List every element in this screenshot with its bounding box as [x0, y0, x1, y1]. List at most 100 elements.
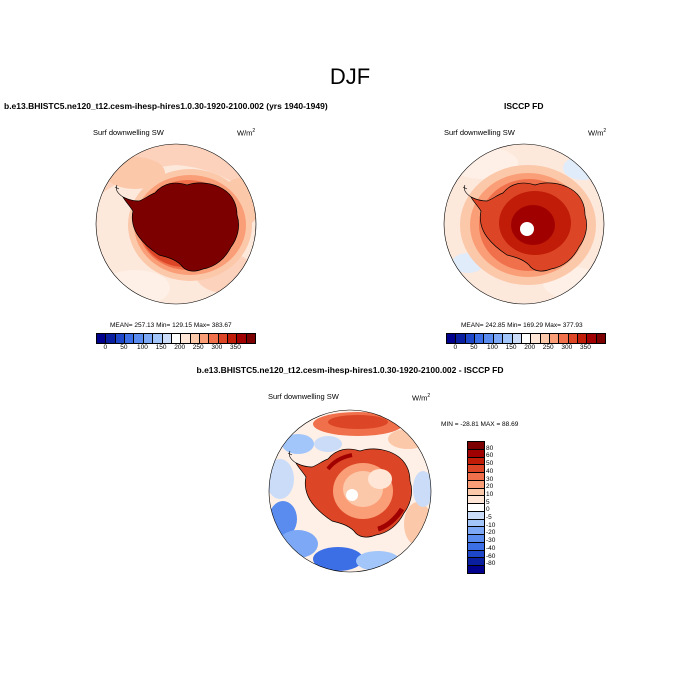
panel3-colorbar-tick-label: 5	[486, 498, 490, 506]
panel2-colorbar-swatch	[475, 334, 485, 343]
panel1-colorbar-tick-label: 0	[103, 344, 108, 351]
panel2-colorbar-tick-label: 250	[542, 344, 554, 351]
panel3-colorbar-tick-label: 60	[486, 452, 494, 460]
panel1-colorbar-tick-label: 100	[137, 344, 148, 351]
panel2-units-label: W/m2	[588, 128, 607, 138]
panel2-colorbar-swatch	[447, 334, 457, 343]
panel1-units-label: W/m2	[237, 128, 256, 138]
panel1-colorbar-swatch	[190, 334, 200, 343]
panel3-missing-data-hole	[346, 489, 358, 501]
panel3-map	[268, 409, 432, 573]
panel3-colorbar-tick-label: -5	[486, 514, 492, 522]
panel3-colorbar-swatch	[468, 473, 484, 481]
panel3-colorbar-tick-label: -80	[486, 560, 496, 568]
panel3-colorbar-swatch	[468, 511, 484, 520]
panel1-colorbar-tick-label: 350	[229, 344, 241, 351]
panel1-colorbar-tick-label: 50	[120, 344, 128, 351]
panel1-colorbar-swatch	[143, 334, 154, 343]
panel2-stats: MEAN= 242.85 Min= 169.29 Max= 377.93	[461, 322, 583, 329]
panel3-colorbar-tick-label: -40	[486, 544, 496, 552]
panel3-stats: MIN = -28.81 MAX = 88.69	[441, 421, 519, 428]
panel1-colorbar-tick-label: 150	[155, 344, 167, 351]
panel2-colorbar-swatch	[540, 334, 550, 343]
figure-title: DJF	[329, 64, 371, 89]
panel3-colorbar-tick-label: 10	[486, 490, 494, 498]
panel3-colorbar-swatch	[468, 550, 484, 559]
panel2-colorbar-tick-label: 350	[579, 344, 591, 351]
panel3-colorbar-swatch	[468, 558, 484, 567]
panel3-colorbar-swatch	[468, 480, 484, 489]
panel3-colorbar-tick-label: 20	[486, 483, 494, 491]
panel1-colorbar-swatch	[218, 334, 229, 343]
panel2-variable-label: Surf downwelling SW	[444, 128, 515, 137]
panel1-colorbar-tick-label: 300	[211, 344, 223, 351]
panel3-variable-label: Surf downwelling SW	[268, 392, 339, 401]
panel3-colorbar-swatch	[468, 465, 484, 474]
panel2-colorbar-swatch	[596, 334, 606, 343]
panel3-colorbar-swatch	[468, 566, 484, 574]
panel3-colorbar-tick-label: 50	[486, 460, 494, 468]
panel2-colorbar-tick-label: 0	[453, 344, 458, 351]
panel2-colorbar-tick-label: 200	[524, 344, 536, 351]
panel3-colorbar-tick-label: -60	[486, 552, 496, 560]
panel1-title: b.e13.BHISTC5.ne120_t12.cesm-ihesp-hires…	[4, 101, 328, 111]
panel3-title: b.e13.BHISTC5.ne120_t12.cesm-ihesp-hires…	[196, 365, 504, 375]
panel1-colorbar-swatch	[171, 334, 182, 343]
panel1-map	[95, 143, 257, 305]
panel1-colorbar-swatch	[153, 334, 163, 343]
panel2-colorbar-tick-label: 50	[470, 344, 478, 351]
panel3-colorbar-tick-label: 0	[486, 506, 490, 514]
panel2-colorbar-swatch	[493, 334, 504, 343]
panel3-colorbar-tick-label: 40	[486, 467, 494, 475]
panel2-colorbar-ticks: 0 50 100 150 200 250 300 350	[446, 344, 604, 354]
panel2-colorbar-swatch	[465, 334, 476, 343]
panel1-colorbar-swatch	[209, 334, 219, 343]
panel2-colorbar-swatch	[503, 334, 513, 343]
panel1-colorbar-tick-label: 250	[192, 344, 204, 351]
panel3-colorbar-swatch	[468, 488, 484, 497]
panel3-colorbar-swatch	[468, 542, 484, 551]
panel2-colorbar-tick-label: 300	[561, 344, 573, 351]
panel1-colorbar-swatch	[115, 334, 126, 343]
panel3-colorbar-swatch	[468, 457, 484, 466]
panel1-colorbar	[96, 333, 256, 344]
panel1-colorbar-swatch	[134, 334, 144, 343]
panel1-colorbar-swatch	[246, 334, 256, 343]
panel3-colorbar	[467, 441, 485, 574]
panel2-colorbar-swatch	[559, 334, 569, 343]
panel3-colorbar-tick-label: -20	[486, 529, 496, 537]
panel2-colorbar-swatch	[512, 334, 522, 343]
panel3-colorbar-swatch	[468, 527, 484, 536]
panel1-colorbar-swatch	[199, 334, 210, 343]
panel3-colorbar-tick-label: 30	[486, 475, 494, 483]
panel1-colorbar-swatch	[162, 334, 172, 343]
panel2-map	[443, 143, 605, 305]
panel1-colorbar-ticks: 0 50 100 150 200 250 300 350	[96, 344, 254, 354]
panel2-colorbar-swatch	[521, 334, 532, 343]
panel2-colorbar-tick-label: 100	[487, 344, 498, 351]
panel2-colorbar-swatch	[587, 334, 597, 343]
panel1-colorbar-swatch	[97, 334, 107, 343]
panel1-colorbar-tick-label: 200	[174, 344, 186, 351]
panel1-stats: MEAN= 257.13 Min= 129.15 Max= 383.67	[110, 322, 232, 329]
panel3-colorbar-tick-label: 80	[486, 444, 494, 452]
panel3-colorbar-ticks: 80 60 50 40 30 20 10 5 0 -5 -10 -20 -30 -40 -60 -80	[486, 441, 516, 572]
panel2-colorbar-tick-label: 150	[505, 344, 517, 351]
panel2-colorbar-swatch	[484, 334, 494, 343]
panel2-title: ISCCP FD	[504, 101, 544, 111]
panel2-colorbar-swatch	[531, 334, 541, 343]
panel3-colorbar-tick-label: -10	[486, 521, 496, 529]
panel2-colorbar-swatch	[549, 334, 560, 343]
panel1-variable-label: Surf downwelling SW	[93, 128, 164, 137]
panel1-colorbar-swatch	[237, 334, 247, 343]
panel3-colorbar-swatch	[468, 519, 484, 528]
panel2-colorbar	[446, 333, 606, 344]
panel2-colorbar-swatch	[568, 334, 579, 343]
panel1-colorbar-swatch	[181, 334, 191, 343]
panel2-colorbar-swatch	[456, 334, 466, 343]
panel2-colorbar-swatch	[578, 334, 588, 343]
panel3-colorbar-swatch	[468, 449, 484, 458]
panel1-colorbar-swatch	[106, 334, 116, 343]
panel1-colorbar-swatch	[228, 334, 238, 343]
panel1-colorbar-swatch	[125, 334, 135, 343]
